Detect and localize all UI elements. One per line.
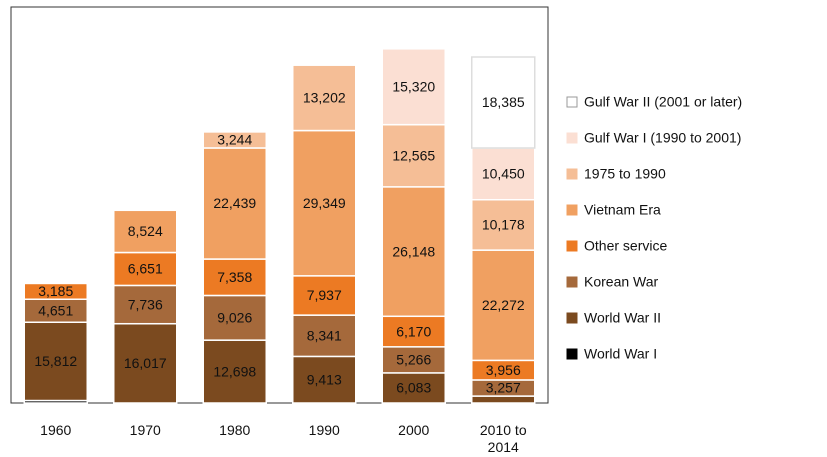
bar-segment xyxy=(202,131,267,149)
x-tick-label: 2010 to 2014 xyxy=(479,422,527,455)
bar-segment xyxy=(292,129,357,277)
legend-swatch xyxy=(566,204,578,216)
legend-swatch xyxy=(566,168,578,180)
bar-segment xyxy=(471,249,536,362)
data-label: 3,185 xyxy=(38,283,73,299)
data-label: 13,202 xyxy=(303,90,346,106)
bar-segment xyxy=(381,372,446,404)
legend-swatch xyxy=(566,96,578,108)
bar-segment xyxy=(113,209,178,254)
x-tick-label: 1990 xyxy=(308,422,340,438)
data-label: 18,385 xyxy=(482,94,525,110)
legend-label: World War II xyxy=(584,310,661,326)
data-label: 6,083 xyxy=(396,380,431,396)
data-label: 22,272 xyxy=(482,297,525,313)
data-label: 29,349 xyxy=(303,195,346,211)
legend-label: Gulf War II (2001 or later) xyxy=(584,94,742,110)
data-label: 5,266 xyxy=(396,352,431,368)
bar-segment xyxy=(381,315,446,348)
data-label: 12,698 xyxy=(213,363,256,379)
data-label: 22,439 xyxy=(213,195,256,211)
data-label: 10,450 xyxy=(482,166,525,182)
bar-segment xyxy=(23,321,88,402)
data-label: 7,736 xyxy=(128,296,163,312)
legend-swatch xyxy=(566,240,578,252)
bar-segment xyxy=(381,123,446,188)
data-label: 8,341 xyxy=(307,327,342,343)
x-tick-label: 1970 xyxy=(129,422,161,438)
data-label: 9,026 xyxy=(217,310,252,326)
bar-segment xyxy=(381,186,446,318)
bar-segment xyxy=(381,346,446,374)
legend-swatch xyxy=(566,276,578,288)
data-label: 3,244 xyxy=(217,132,252,148)
legend-label: Vietnam Era xyxy=(584,202,661,218)
bar-segment xyxy=(292,314,357,358)
legend-swatch xyxy=(566,312,578,324)
data-label: 16,017 xyxy=(124,355,167,371)
x-tick-label: 1960 xyxy=(40,422,72,438)
bar-segment xyxy=(23,282,88,300)
data-label: 12,565 xyxy=(392,147,435,163)
data-label: 9,413 xyxy=(307,371,342,387)
data-label: 3,257 xyxy=(486,380,521,396)
data-label: 26,148 xyxy=(392,243,435,259)
legend-label: World War I xyxy=(584,346,657,362)
data-label: 8,524 xyxy=(128,223,163,239)
data-label: 7,937 xyxy=(307,287,342,303)
bar-segment xyxy=(471,198,536,251)
data-label: 3,956 xyxy=(486,362,521,378)
data-label: 15,812 xyxy=(34,353,77,369)
bar-segment xyxy=(292,275,357,316)
x-tick-label: 2000 xyxy=(398,422,430,438)
bar-segment xyxy=(202,147,267,260)
legend-label: Korean War xyxy=(584,274,659,290)
bar-segment xyxy=(471,56,536,149)
data-label: 6,651 xyxy=(128,261,163,277)
legend-swatch xyxy=(566,348,578,360)
bar-segment xyxy=(113,322,178,404)
bar-segment xyxy=(202,294,267,341)
data-label: 10,178 xyxy=(482,217,525,233)
data-label: 6,170 xyxy=(396,323,431,339)
legend-label: Gulf War I (1990 to 2001) xyxy=(584,130,741,146)
bar-segment xyxy=(202,339,267,404)
legend-label: Other service xyxy=(584,238,667,254)
plot-frame xyxy=(10,6,549,404)
x-tick-label: 1980 xyxy=(219,422,251,438)
bar-segment xyxy=(202,258,267,297)
data-label: 7,358 xyxy=(217,269,252,285)
data-label: 4,651 xyxy=(38,302,73,318)
bar-segment xyxy=(381,48,446,126)
data-label: 15,320 xyxy=(392,78,435,94)
legend-label: 1975 to 1990 xyxy=(584,166,666,182)
bar-segment xyxy=(292,64,357,132)
bar-segment xyxy=(471,147,536,201)
legend-swatch xyxy=(566,132,578,144)
bar-segment xyxy=(471,395,536,404)
